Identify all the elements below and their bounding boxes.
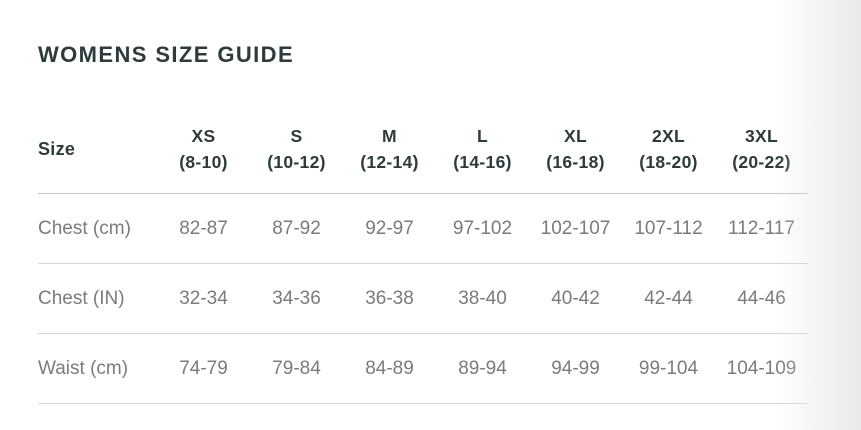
measurement-value: 94-99 <box>529 333 622 404</box>
table-row: Waist (cm) 74-79 79-84 84-89 89-94 94-99 99-10… <box>38 333 808 404</box>
size-column-header: L (14-16) <box>436 105 529 194</box>
size-table-body: Chest (cm) 82-87 87-92 92-97 97-102 102-107 10… <box>38 193 808 404</box>
measurement-label: Waist (cm) <box>38 333 157 404</box>
size-label: XL <box>564 126 587 146</box>
size-column-title: Size <box>38 105 157 194</box>
size-table: Size XS (8-10) S (10-12) M (12-14) L (14-16) XL (… <box>38 105 808 404</box>
size-column-header: 3XL (20-22) <box>715 105 808 194</box>
size-label: 3XL <box>745 126 778 146</box>
size-label: S <box>290 126 303 146</box>
measurement-value: 102-107 <box>529 193 622 264</box>
size-column-header: S (10-12) <box>250 105 343 194</box>
size-label: 2XL <box>652 126 685 146</box>
measurement-value: 32-34 <box>157 263 250 334</box>
measurement-value: 97-102 <box>436 193 529 264</box>
measurement-value: 89-94 <box>436 333 529 404</box>
size-range: (20-22) <box>732 152 791 172</box>
size-range: (12-14) <box>360 152 419 172</box>
measurement-value: 44-46 <box>715 263 808 334</box>
page-title: WOMENS SIZE GUIDE <box>38 41 295 67</box>
size-range: (8-10) <box>179 152 228 172</box>
size-table-header-row: Size XS (8-10) S (10-12) M (12-14) L (14-16) XL (… <box>38 105 808 194</box>
measurement-value: 107-112 <box>622 193 715 264</box>
size-column-header: 2XL (18-20) <box>622 105 715 194</box>
measurement-label: Chest (cm) <box>38 193 157 264</box>
measurement-value: 84-89 <box>343 333 436 404</box>
size-label: XS <box>191 126 216 146</box>
size-column-header: XS (8-10) <box>157 105 250 194</box>
measurement-value: 38-40 <box>436 263 529 334</box>
measurement-value: 74-79 <box>157 333 250 404</box>
size-label: L <box>477 126 488 146</box>
measurement-value: 92-97 <box>343 193 436 264</box>
measurement-label: Chest (IN) <box>38 263 157 334</box>
size-label: M <box>382 126 397 146</box>
size-column-header: M (12-14) <box>343 105 436 194</box>
size-column-header: XL (16-18) <box>529 105 622 194</box>
measurement-value: 79-84 <box>250 333 343 404</box>
measurement-value: 82-87 <box>157 193 250 264</box>
measurement-value: 36-38 <box>343 263 436 334</box>
measurement-value: 42-44 <box>622 263 715 334</box>
table-row: Chest (IN) 32-34 34-36 36-38 38-40 40-42 42-44… <box>38 263 808 334</box>
measurement-value: 34-36 <box>250 263 343 334</box>
measurement-value: 87-92 <box>250 193 343 264</box>
measurement-value: 99-104 <box>622 333 715 404</box>
measurement-value: 112-117 <box>715 193 808 264</box>
measurement-value: 40-42 <box>529 263 622 334</box>
measurement-value: 104-109 <box>715 333 808 404</box>
size-table-head: Size XS (8-10) S (10-12) M (12-14) L (14-16) XL (… <box>38 105 808 194</box>
table-row: Chest (cm) 82-87 87-92 92-97 97-102 102-107 10… <box>38 193 808 264</box>
size-range: (14-16) <box>453 152 512 172</box>
size-range: (10-12) <box>267 152 326 172</box>
size-range: (18-20) <box>639 152 698 172</box>
size-range: (16-18) <box>546 152 605 172</box>
